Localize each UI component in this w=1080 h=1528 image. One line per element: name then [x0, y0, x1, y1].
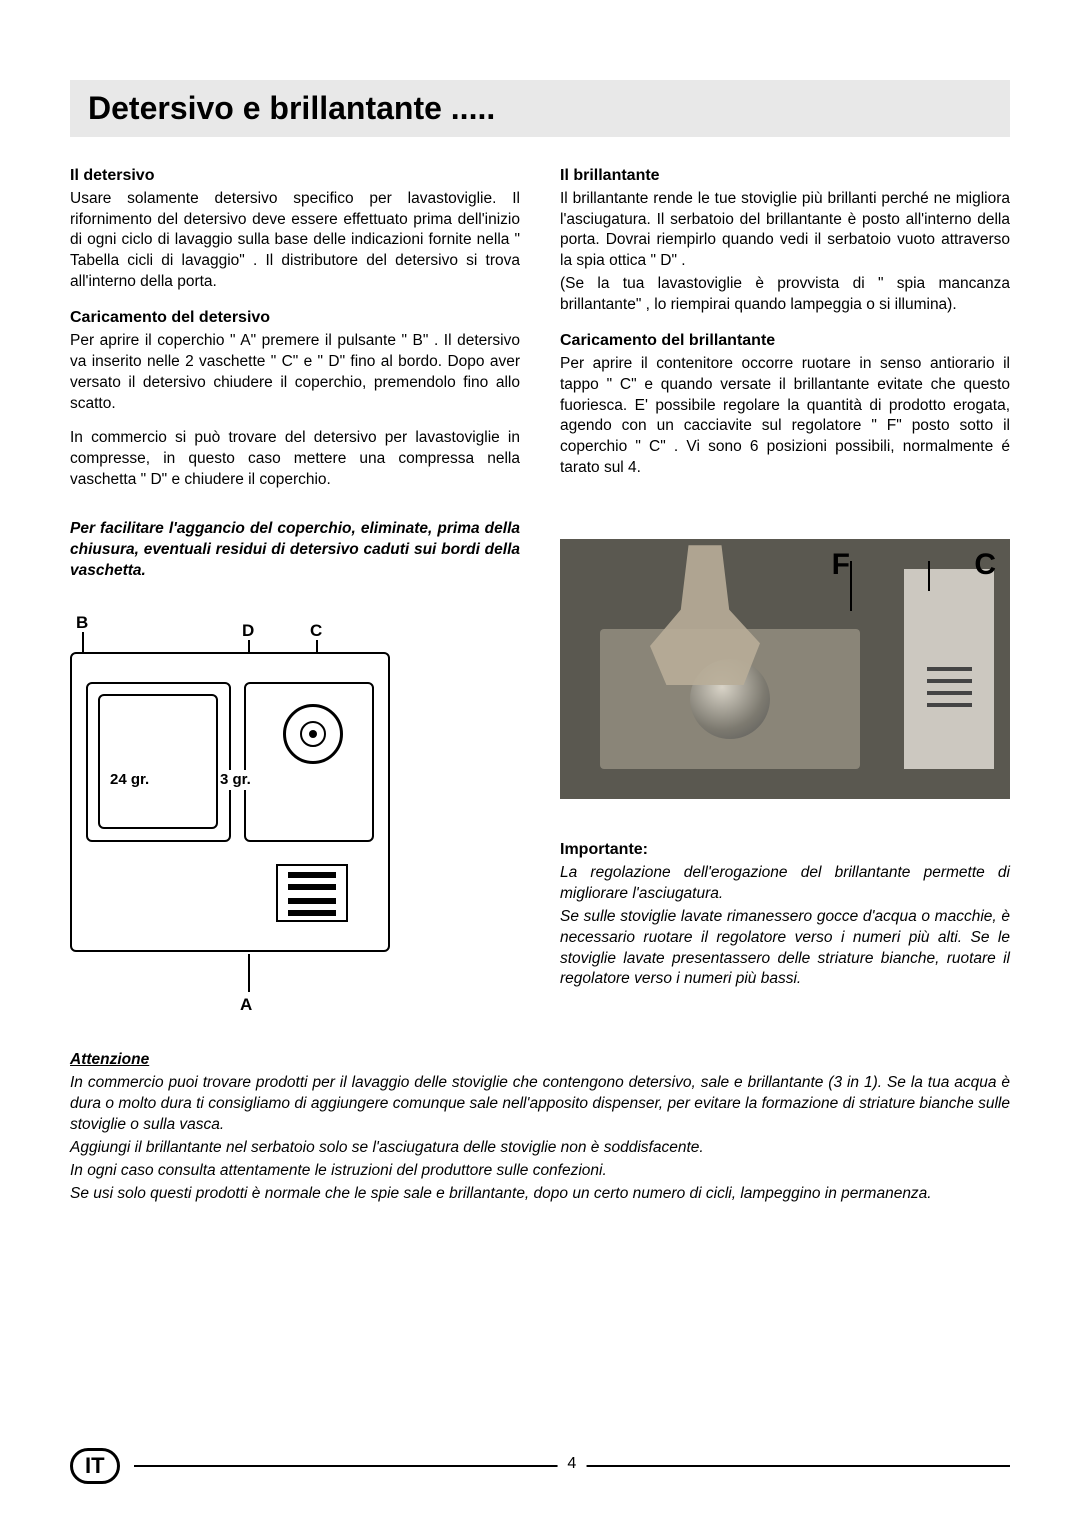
dispenser-knob	[283, 704, 343, 764]
para-caricamento-1: Per aprire il coperchio " A" premere il …	[70, 331, 520, 415]
attenzione-title: Attenzione	[70, 1050, 1010, 1071]
para-caricamento-2: In commercio si può trovare del detersiv…	[70, 428, 520, 491]
importante-p1: La regolazione dell'erogazione del brill…	[560, 863, 1010, 905]
para-brillantante-1: Il brillantante rende le tue stoviglie p…	[560, 189, 1010, 273]
para-brillantante-1b: (Se la tua lavastoviglie è provvista di …	[560, 274, 1010, 316]
para-detersivo-intro: Usare solamente detersivo specifico per …	[70, 189, 520, 294]
heading-brillantante: Il brillantante	[560, 165, 1010, 187]
heading-caricamento-detersivo: Caricamento del detersivo	[70, 307, 520, 329]
heading-detersivo: Il detersivo	[70, 165, 520, 187]
diagram-label-a: A	[240, 994, 252, 1017]
photo-rinse-aid: F C	[560, 539, 1010, 799]
photo-arrow-f	[850, 561, 852, 611]
language-badge: IT	[70, 1448, 120, 1484]
note-coperchio: Per facilitare l'aggancio del coperchio,…	[70, 519, 520, 582]
photo-cap-slits	[927, 659, 972, 729]
diagram-label-24gr: 24 gr.	[110, 770, 149, 790]
heading-importante: Importante:	[560, 839, 1010, 861]
importante-p2: Se sulle stoviglie lavate rimanessero go…	[560, 907, 1010, 991]
dispenser-compartment-d-inner	[98, 694, 218, 829]
title-bar: Detersivo e brillantante .....	[70, 80, 1010, 137]
page-title: Detersivo e brillantante .....	[88, 90, 992, 127]
diagram-label-3gr: 3 gr.	[220, 770, 251, 790]
photo-arrow-c	[928, 561, 930, 591]
left-column: Il detersivo Usare solamente detersivo s…	[70, 165, 520, 1022]
photo-label-f: F	[832, 545, 850, 586]
photo-label-c: C	[974, 545, 996, 586]
page-footer: IT 4	[0, 1448, 1080, 1484]
photo-hand	[650, 545, 760, 685]
attenzione-p4: Se usi solo questi prodotti è normale ch…	[70, 1184, 1010, 1205]
diagram-dispenser: B D C 24 gr. 3 gr. A	[70, 602, 520, 1022]
heading-caricamento-brillantante: Caricamento del brillantante	[560, 330, 1010, 352]
leader-a	[248, 954, 250, 992]
page-number: 4	[557, 1455, 586, 1473]
attenzione-p3: In ogni caso consulta attentamente le is…	[70, 1161, 1010, 1182]
content-columns: Il detersivo Usare solamente detersivo s…	[70, 165, 1010, 1022]
attenzione-block: Attenzione In commercio puoi trovare pro…	[70, 1050, 1010, 1204]
attenzione-p2: Aggiungi il brillantante nel serbatoio s…	[70, 1138, 1010, 1159]
dispenser-outline	[70, 652, 390, 952]
attenzione-p1: In commercio puoi trovare prodotti per i…	[70, 1073, 1010, 1136]
right-column: Il brillantante Il brillantante rende le…	[560, 165, 1010, 1022]
dispenser-grille	[276, 864, 348, 922]
para-caricamento-brillantante: Per aprire il contenitore occorre ruotar…	[560, 354, 1010, 480]
footer-divider: 4	[134, 1465, 1010, 1467]
